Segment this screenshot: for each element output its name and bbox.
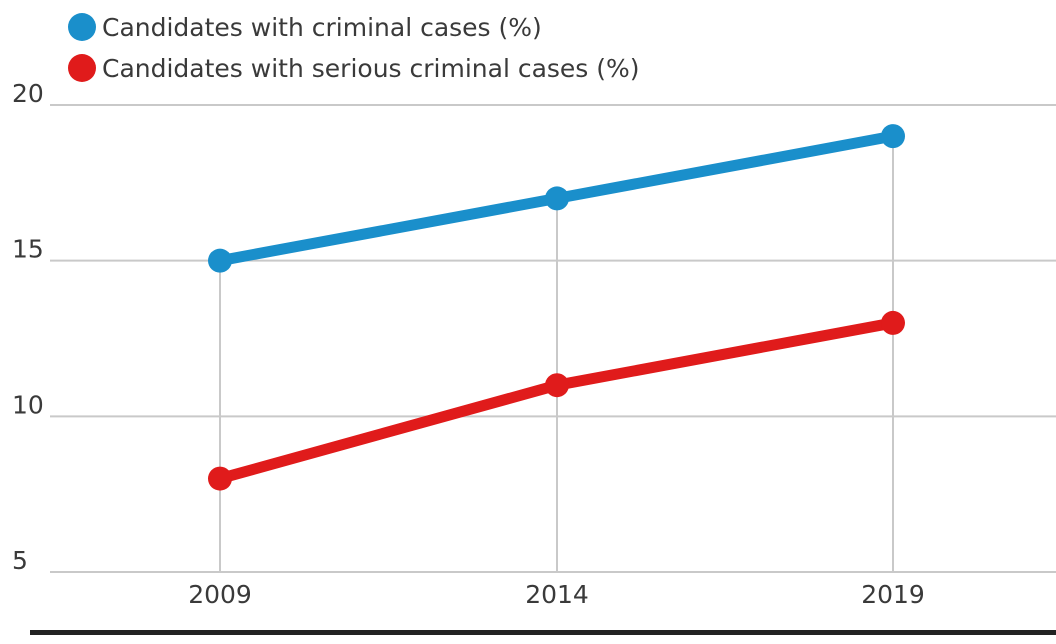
grid-layer: [50, 104, 1056, 573]
y-tick-label: 10: [12, 390, 44, 419]
data-point: [545, 186, 569, 211]
bottom-baseline: [30, 630, 1056, 635]
data-point: [881, 124, 905, 149]
y-tick-label: 15: [12, 235, 44, 264]
y-tick-label: 5: [12, 546, 28, 575]
legend-label-2: Candidates with serious criminal cases (…: [102, 54, 640, 83]
data-point: [881, 310, 905, 335]
x-axis-ticks: 2009 2014 2019: [188, 580, 925, 609]
data-point: [208, 466, 232, 491]
legend-swatch-2: [68, 54, 96, 82]
x-tick-label: 2019: [861, 580, 925, 609]
legend-label-1: Candidates with criminal cases (%): [102, 13, 542, 42]
x-tick-label: 2014: [525, 580, 589, 609]
y-tick-label: 20: [12, 79, 44, 108]
x-tick-label: 2009: [188, 580, 252, 609]
legend-swatch-1: [68, 13, 96, 41]
data-point: [208, 248, 232, 273]
series-layer: [208, 124, 905, 491]
data-point: [545, 373, 569, 398]
legend: Candidates with criminal cases (%) Candid…: [68, 13, 640, 83]
y-axis-ticks: 5 10 15 20: [12, 79, 44, 575]
